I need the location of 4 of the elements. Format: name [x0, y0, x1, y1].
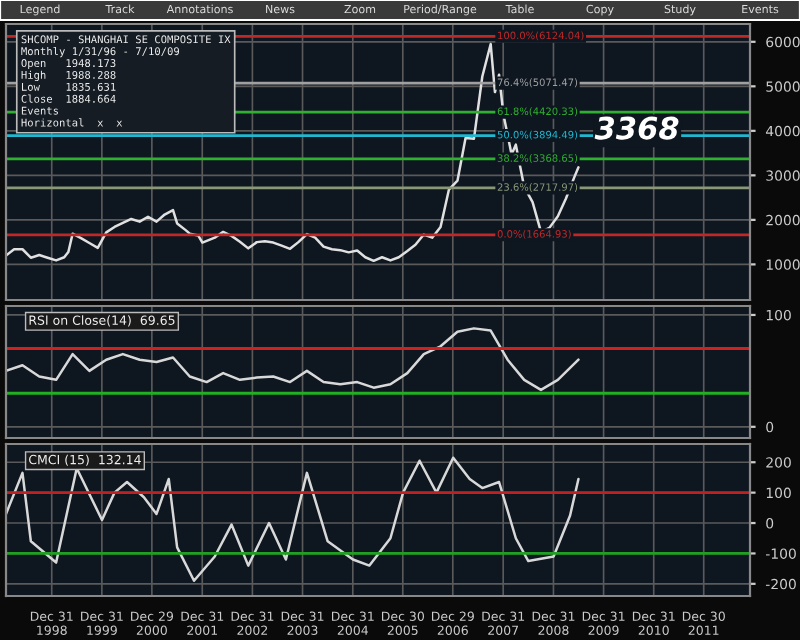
line-series: [6, 327, 580, 392]
line-series: [6, 42, 580, 263]
annotation: 3368: [594, 116, 679, 140]
line-series: [6, 456, 580, 583]
